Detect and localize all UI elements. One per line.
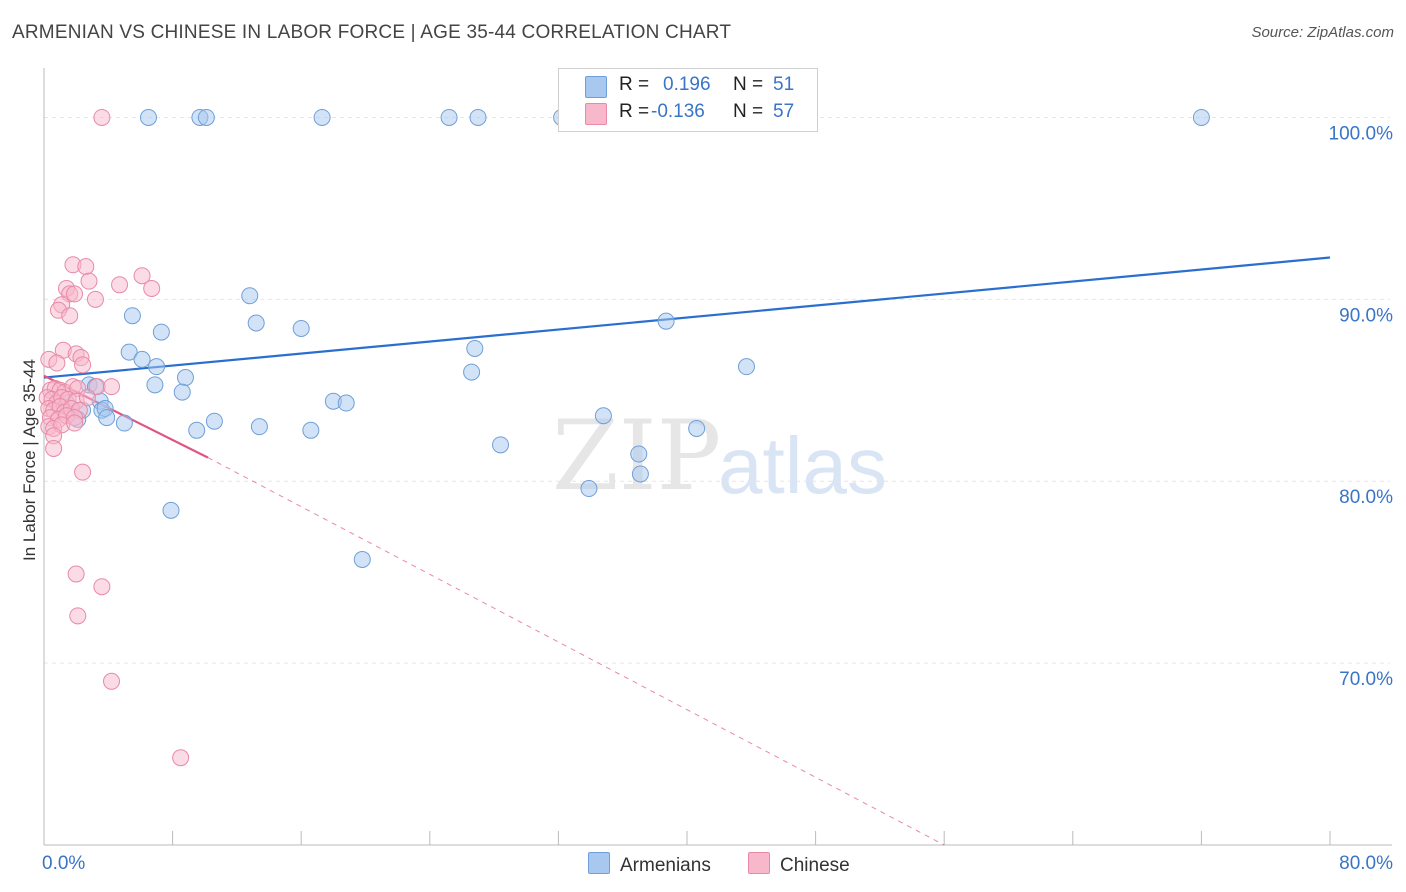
data-points <box>38 108 1210 767</box>
armenian-point <box>463 363 481 381</box>
y-tick-label: 70.0% <box>1339 669 1393 690</box>
legend-row-armenians: R = 0.196 N = 51 <box>559 74 817 100</box>
armenian-point <box>440 108 458 126</box>
axes <box>43 68 1392 846</box>
chinese-point <box>69 607 87 625</box>
armenian-point <box>657 312 675 330</box>
chinese-point <box>93 108 111 126</box>
armenian-point <box>292 319 310 337</box>
chinese-point <box>48 354 66 372</box>
armenian-point <box>152 323 170 341</box>
armenian-point <box>353 550 371 568</box>
chinese-point <box>67 565 85 583</box>
armenian-point <box>313 108 331 126</box>
source-label: Source: ZipAtlas.com <box>1251 24 1394 41</box>
tick-labels: 70.0% 80.0% 90.0% 100.0% 0.0% 80.0% <box>42 123 1393 874</box>
chinese-point <box>111 276 129 294</box>
legend-n-value: 51 <box>773 74 795 95</box>
armenian-point <box>123 307 141 325</box>
chinese-point <box>78 389 96 407</box>
legend-r-value: 0.196 <box>663 74 711 95</box>
legend-n-label: N = <box>733 74 764 95</box>
chinese-point <box>66 285 84 303</box>
armenian-point <box>1192 108 1210 126</box>
armenians-legend-label: Armenians <box>620 855 711 876</box>
armenian-point <box>302 421 320 439</box>
armenian-point <box>120 343 138 361</box>
armenians-swatch-icon <box>585 76 607 98</box>
armenian-point <box>250 418 268 436</box>
y-tick-label: 90.0% <box>1339 305 1393 326</box>
armenian-point <box>688 419 706 437</box>
armenian-point <box>115 414 133 432</box>
chinese-point <box>103 378 121 396</box>
gridlines <box>44 116 1390 664</box>
legend-n-label: N = <box>733 101 764 122</box>
armenian-point <box>205 412 223 430</box>
chinese-point <box>45 439 63 457</box>
armenian-point <box>631 465 649 483</box>
legend-n-value: 57 <box>773 101 795 122</box>
x-tick-label: 80.0% <box>1339 853 1393 874</box>
chinese-point <box>133 267 151 285</box>
chinese-point <box>74 356 92 374</box>
armenian-point <box>146 376 164 394</box>
chinese-swatch-icon <box>585 103 607 125</box>
chart-title: ARMENIAN VS CHINESE IN LABOR FORCE | AGE… <box>12 22 732 43</box>
armenian-point <box>148 358 166 376</box>
watermark-atlas: atlas <box>718 421 887 510</box>
armenian-point <box>98 409 116 427</box>
legend-row-chinese: R = -0.136 N = 57 <box>559 101 817 127</box>
armenian-trend-line <box>43 256 1331 379</box>
armenian-point <box>241 287 259 305</box>
armenian-point <box>337 394 355 412</box>
legend-r-value: -0.136 <box>651 101 705 122</box>
chinese-legend-label: Chinese <box>780 855 850 876</box>
armenian-point <box>594 407 612 425</box>
trend-lines <box>43 256 1331 846</box>
chinese-point <box>61 307 79 325</box>
chinese-point <box>74 463 92 481</box>
chinese-legend-icon <box>748 852 770 874</box>
legend-r-label: R = <box>619 74 650 95</box>
armenian-point <box>469 108 487 126</box>
armenian-point <box>162 501 180 519</box>
chinese-point <box>103 672 121 690</box>
armenians-legend-icon <box>588 852 610 874</box>
armenian-point <box>176 369 194 387</box>
armenian-point <box>139 108 157 126</box>
y-tick-label: 100.0% <box>1329 123 1394 144</box>
armenian-point <box>737 358 755 376</box>
bottom-legend-chinese[interactable]: Chinese <box>748 852 850 877</box>
chinese-trend-extension <box>207 457 945 846</box>
chinese-point <box>172 749 190 767</box>
chinese-point <box>86 290 104 308</box>
armenian-point <box>580 480 598 498</box>
legend-r-label: R = <box>619 101 650 122</box>
x-tick-label: 0.0% <box>42 853 85 874</box>
chinese-point <box>143 279 161 297</box>
armenian-point <box>173 383 191 401</box>
armenian-point <box>247 314 265 332</box>
chinese-point <box>66 414 84 432</box>
armenian-point <box>197 108 215 126</box>
chinese-point <box>93 578 111 596</box>
y-tick-label: 80.0% <box>1339 487 1393 508</box>
armenian-point <box>466 339 484 357</box>
chinese-point <box>77 258 95 276</box>
chinese-point <box>80 272 98 290</box>
armenian-point <box>188 421 206 439</box>
armenian-point <box>630 445 648 463</box>
bottom-legend-armenians[interactable]: Armenians <box>588 852 711 877</box>
armenian-point <box>492 436 510 454</box>
correlation-legend: R = 0.196 N = 51 R = -0.136 N = 57 <box>558 68 818 132</box>
armenian-point <box>133 350 151 368</box>
